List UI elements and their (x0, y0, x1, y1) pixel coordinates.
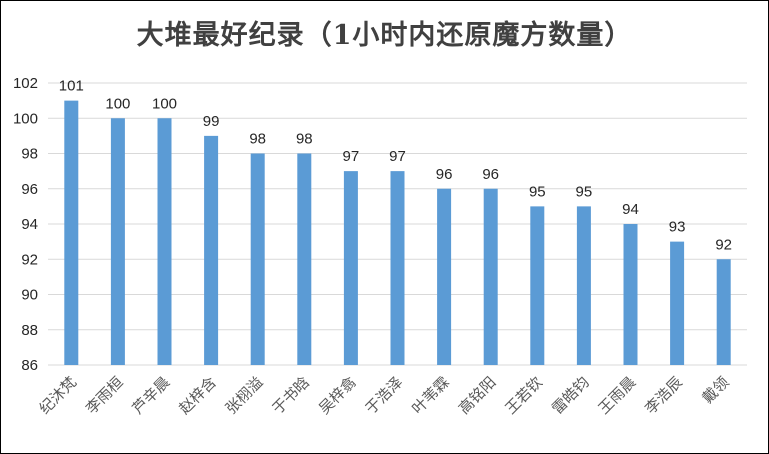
y-tick-label: 90 (21, 287, 38, 304)
x-tick-label: 王雨晨 (595, 373, 640, 418)
x-tick-label: 李雨桓 (82, 373, 127, 418)
data-label: 98 (296, 131, 313, 148)
x-tick-label: 赵梓含 (175, 373, 220, 418)
y-tick-label: 88 (21, 322, 38, 339)
bar (716, 259, 731, 365)
y-tick-label: 98 (21, 146, 38, 163)
x-tick-label: 芦辛晨 (129, 373, 174, 418)
bar (437, 188, 452, 365)
bar (204, 135, 219, 365)
bar (297, 153, 312, 365)
x-tick-label: 张栩溢 (222, 373, 267, 418)
data-label: 100 (152, 95, 177, 112)
x-tick-label: 王若钦 (502, 373, 547, 418)
y-tick-label: 100 (13, 110, 38, 127)
data-label: 96 (436, 166, 453, 183)
bar (110, 118, 125, 365)
data-label: 97 (389, 148, 406, 165)
bar (623, 224, 638, 365)
data-label: 100 (105, 95, 130, 112)
bar (64, 100, 79, 365)
bar (390, 171, 405, 365)
data-label: 94 (622, 201, 639, 218)
bar (576, 206, 591, 365)
data-label: 101 (59, 78, 84, 95)
data-label: 95 (529, 183, 546, 200)
data-label: 96 (482, 166, 499, 183)
data-label: 98 (249, 131, 266, 148)
x-tick-label: 纪沐梵 (36, 373, 81, 418)
data-label: 95 (576, 183, 593, 200)
x-tick-label: 于浩泽 (362, 373, 407, 418)
bar (343, 171, 358, 365)
x-tick-label: 吴梓翕 (315, 373, 360, 418)
y-tick-label: 86 (21, 357, 38, 374)
y-tick-label: 102 (13, 75, 38, 92)
data-label: 99 (203, 113, 220, 130)
x-tick-label: 雷皓钧 (548, 373, 593, 418)
x-tick-label: 叶苇霖 (408, 373, 453, 418)
data-label: 92 (715, 236, 732, 253)
x-tick-label: 戴领 (699, 373, 733, 407)
data-label: 93 (669, 219, 686, 236)
data-label: 97 (343, 148, 360, 165)
bar (530, 206, 545, 365)
bar (250, 153, 265, 365)
bar (157, 118, 172, 365)
x-tick-label: 于书晗 (269, 373, 314, 418)
y-tick-label: 96 (21, 181, 38, 198)
chart-title: 大堆最好纪录（1小时内还原魔方数量） (136, 20, 633, 51)
bar (670, 241, 685, 365)
y-tick-label: 94 (21, 216, 38, 233)
y-tick-label: 92 (21, 251, 38, 268)
x-tick-label: 高铭阳 (455, 373, 500, 418)
bar (483, 188, 498, 365)
x-tick-label: 李浩辰 (641, 373, 686, 418)
